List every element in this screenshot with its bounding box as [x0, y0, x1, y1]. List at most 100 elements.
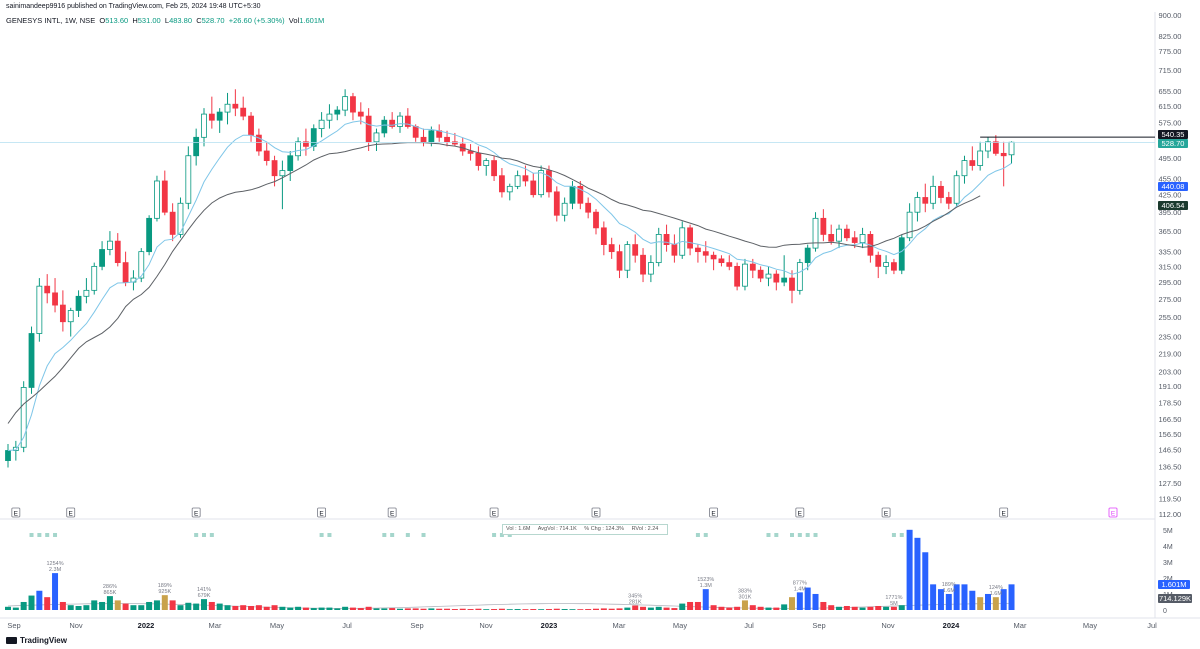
earnings-marker	[66, 507, 76, 518]
price-tick-label: 235.00	[1159, 333, 1182, 342]
candle-body	[91, 265, 98, 291]
volume-bar	[342, 606, 349, 610]
earnings-marker	[881, 507, 891, 518]
volume-bar	[710, 605, 717, 610]
volume-bar	[153, 600, 160, 610]
candle-body	[318, 119, 325, 130]
volume-bar	[318, 607, 325, 610]
candle-body	[553, 191, 560, 216]
price-tick-label: 112.00	[1159, 510, 1181, 519]
candle-body	[663, 234, 670, 246]
candle-body	[647, 262, 654, 275]
candle-body	[169, 211, 176, 235]
ema-slow-line	[7, 141, 981, 424]
volume-bar	[1000, 589, 1007, 610]
volume-bar	[169, 600, 176, 610]
volume-signal-marker	[499, 533, 504, 537]
price-tick-label: 775.00	[1159, 47, 1182, 56]
volume-bar	[945, 593, 952, 610]
candle-body	[883, 262, 889, 267]
volume-bar	[679, 603, 686, 610]
volume-bar	[138, 605, 145, 610]
volume-bar	[52, 573, 59, 610]
candle-body	[373, 132, 380, 143]
price-tick-label: 295.00	[1159, 278, 1182, 287]
earnings-marker-label: E	[1002, 511, 1007, 518]
candle-body	[757, 269, 764, 279]
candle-body	[969, 160, 976, 166]
volume-bar	[828, 605, 835, 610]
low-value: 483.80	[169, 16, 193, 25]
volume-bar	[99, 601, 106, 610]
volume-signal-marker	[405, 533, 410, 537]
candle-body	[75, 295, 82, 311]
volume-bar	[91, 600, 98, 610]
ema-slow-badge: 406.54	[1158, 201, 1188, 210]
tradingview-logo-icon	[6, 637, 17, 645]
volume-tick-label: 2M	[1163, 576, 1173, 583]
candle-body	[953, 175, 960, 204]
volume-signal-marker	[797, 533, 802, 537]
candle-body	[836, 228, 842, 242]
candle-body	[271, 160, 278, 177]
legend-avgvol: AvgVol : 714.1K	[537, 526, 577, 532]
volume-annotation-value: 679K	[198, 593, 211, 599]
candle-body	[875, 254, 882, 267]
time-tick-label: Sep	[812, 621, 825, 630]
volume-signal-marker	[390, 533, 395, 537]
candle-body	[820, 217, 827, 235]
volume-bar	[561, 609, 568, 610]
price-tick-label: 146.50	[1159, 446, 1182, 455]
candle-body	[608, 244, 615, 253]
earnings-marker-future	[1108, 507, 1118, 518]
volume-bar	[812, 593, 819, 610]
volume-bar	[5, 606, 11, 610]
candle-body	[154, 180, 160, 219]
price-tick-label: 825.00	[1159, 32, 1182, 41]
ema-fast-badge: 440.08	[1158, 182, 1188, 191]
time-tick-label: 2024	[943, 621, 961, 630]
earnings-marker	[709, 507, 718, 518]
price-tick-label: 900.00	[1159, 11, 1182, 20]
candle-body	[412, 126, 419, 138]
volume-annotation-pct: 286%	[103, 584, 117, 590]
volume-signal-marker	[899, 533, 904, 537]
volume-annotation-pct: 189%	[158, 583, 172, 589]
candle-body	[789, 277, 795, 291]
volume-bar	[789, 597, 795, 610]
candle-body	[499, 175, 505, 193]
candle-body	[224, 103, 231, 113]
candle-body	[404, 115, 411, 127]
volume-bar	[240, 605, 247, 610]
volume-bar	[898, 605, 905, 610]
price-tick-label: 575.00	[1159, 118, 1182, 127]
candle-body	[397, 115, 403, 127]
volume-signal-markers-layer	[29, 533, 912, 537]
candle-body	[898, 237, 905, 271]
volume-bar	[836, 606, 843, 610]
candle-body	[781, 277, 788, 283]
candle-body	[279, 170, 286, 177]
time-tick-label: May	[1083, 621, 1097, 630]
volume-signal-marker	[209, 533, 214, 537]
candle-body	[577, 185, 584, 204]
volume-bar	[538, 609, 545, 610]
volume-bar	[444, 608, 451, 610]
volume-bar	[28, 595, 35, 610]
volume-bar	[773, 607, 780, 610]
legend-rvol: RVol : 2.24	[631, 526, 659, 532]
candle-body	[303, 141, 309, 147]
volume-bar	[177, 605, 184, 610]
volume-bar	[702, 589, 709, 610]
volume-bar	[922, 552, 929, 610]
time-tick-label: Nov	[479, 621, 493, 630]
symbol-label[interactable]: GENESYS INTL, 1W, NSE	[6, 16, 96, 25]
volume-bar	[75, 605, 82, 610]
price-tick-label: 136.50	[1159, 463, 1182, 472]
volume-signal-marker	[53, 533, 58, 537]
candle-body	[616, 251, 623, 271]
volume-bar	[820, 601, 827, 610]
volume-bar	[985, 593, 991, 610]
candle-body	[451, 141, 458, 145]
